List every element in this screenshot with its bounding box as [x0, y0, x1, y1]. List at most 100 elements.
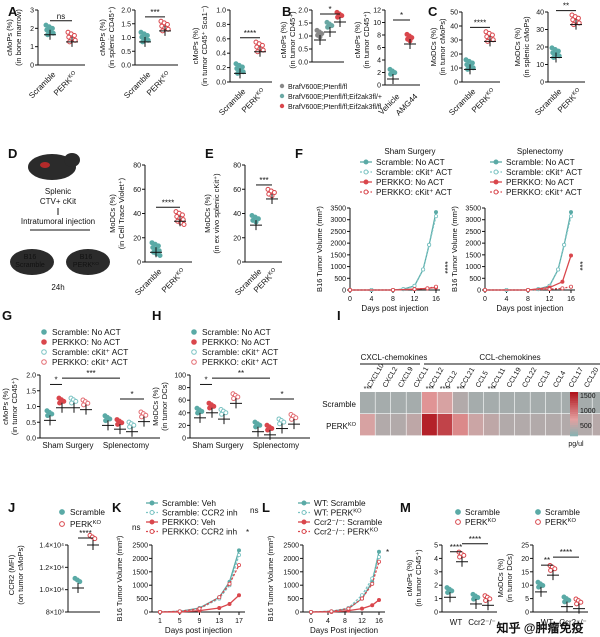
panel-k-series-line [159, 554, 240, 613]
panel-j-ytick-label: 1.2×10⁴ [39, 565, 64, 572]
panel-g-group-label: Sham Surgery [42, 441, 93, 450]
panel-a3-ytick-label: 0.6 [216, 36, 226, 43]
panel-i-colorbar-step [570, 416, 578, 419]
panel-j-ylabel: (on tumor cMoPs) [16, 545, 25, 605]
panel-g-group-4-point [107, 416, 113, 422]
panel-c2-perk-point [575, 15, 581, 21]
panel-l-xtick-label: 8 [343, 618, 347, 625]
panel-k-series-point [227, 601, 232, 606]
panel-f-right-ylabel: B16 Tumor Volume (mm³) [450, 206, 459, 292]
panel-l-series-point [376, 549, 381, 554]
panel-b2-ytick-label: 0 [377, 83, 381, 90]
panel-a3-sig-label: **** [244, 29, 256, 38]
panel-b1-sig-label: * [328, 5, 331, 14]
panel-i-colorbar-step [570, 409, 578, 413]
panel-i-heat-cell [499, 392, 515, 414]
panel-c2-scramble-point [555, 48, 561, 54]
panel-d-plot-sig-label: **** [162, 198, 174, 207]
panel-f-right-ytick-label: 3000 [465, 217, 481, 224]
panel-d-plot-ylabel: (in Cell Trace Violet⁺) [117, 177, 126, 249]
panel-a3-ytick-label: 0.2 [216, 65, 226, 72]
panel-f-left-ytick-label: 500 [334, 276, 346, 283]
panel-b1-g3-point [339, 13, 345, 19]
panel-b1-g2-point [329, 23, 335, 29]
panel-f-right-series-line [485, 211, 572, 291]
panel-b2-ytick-label: 10 [373, 20, 381, 27]
panel-g-group-1-point [57, 400, 63, 406]
panel-m2-group-label: WT [541, 618, 554, 627]
panel-e-plot-perk-point [271, 190, 277, 196]
panel-i-colorbar-step [570, 427, 578, 430]
panel-i-heat-cell [453, 392, 468, 414]
panel-j-legend-marker [59, 521, 65, 527]
panel-i-heat-cell [453, 414, 468, 436]
panel-a2-ytick-label: 0.5 [121, 49, 131, 56]
panel-i-sig-mark: *** [426, 386, 434, 393]
panel-k-series-point [236, 548, 241, 553]
panel-m2-group-2-point [566, 597, 572, 603]
panel-l-xtick-label: 12 [358, 618, 366, 625]
panel-f-left-series-point [412, 287, 417, 292]
panel-m2-group-0-point [540, 583, 546, 588]
panel-m2-group-1-point [548, 567, 554, 573]
panel-f-right-series-line [485, 216, 572, 291]
panel-f-right-ytick-label: 0 [477, 288, 481, 295]
panel-f-right-series-point [482, 287, 487, 292]
panel-m2-sig-label: **** [560, 548, 572, 557]
panel-m2-ytick-label: 0 [525, 610, 529, 617]
panel-f-right-series-point [526, 287, 531, 292]
panel-g-legend-marker [41, 359, 47, 365]
panel-g-group-7-point [139, 414, 145, 420]
panel-h-group-3-point [231, 396, 237, 402]
panel-a1-ytick-label: 0 [30, 63, 34, 70]
panel-f-left-legend-entry: PERKKO: No ACT [376, 177, 444, 187]
panel-m-p1-legend-entry: Scramble [465, 507, 500, 517]
panel-h-label: H [152, 308, 161, 323]
panel-m2-ylabel: (in tumor DCs) [505, 553, 514, 602]
panel-i-sig-mark: *** [488, 386, 496, 393]
panel-i-heat-cell [406, 414, 422, 436]
panel-a1-ylabel: cMoPs (%) [5, 19, 14, 56]
panel-f-label: F [295, 146, 303, 161]
panel-j-scramble-point [77, 579, 83, 585]
panel-c2-ylabel: MoDCs (%) [513, 27, 522, 66]
panel-d-label: D [8, 146, 17, 161]
panel-k-sig-label: ns [132, 523, 140, 532]
panel-i-heat-cell [437, 392, 453, 414]
panel-f-left-ytick-label: 2500 [330, 229, 346, 236]
panel-i-colorbar-step [570, 425, 578, 428]
panel-k-sig-label: ns [250, 506, 258, 515]
panel-g-group-5-point [119, 420, 125, 426]
panel-b1-ytick-label: 0.5 [298, 47, 308, 54]
panel-k-series-point [157, 610, 162, 615]
panel-m1-group-3-point [487, 596, 493, 602]
panel-f-left-legend-entry: Scramble: No ACT [376, 157, 445, 167]
panel-i-heat-cell [360, 392, 375, 414]
panel-h-legend-entry: PERKKO: cKit⁺ ACT [202, 357, 278, 367]
panel-i-col-label: CCL4 [552, 370, 567, 389]
panel-l-xtick-label: 0 [309, 618, 313, 625]
panel-b2-ylabel: (in tumor CD45⁺) [362, 11, 371, 69]
panel-d-plot-perk-point [181, 221, 187, 227]
panel-f-right-xtick-label: 0 [483, 296, 487, 303]
panel-c1-ytick-label: 30 [450, 38, 458, 45]
panel-a1-ytick-label: 2 [30, 26, 34, 33]
panel-i-heat-cell [406, 392, 422, 414]
panel-k-legend-entry: PERKKO: CCR2 inh [162, 527, 238, 537]
panel-i-heat-cell [592, 392, 600, 414]
panel-f-right-series-point [560, 286, 565, 291]
panel-m2-ytick-label: 5 [525, 596, 529, 603]
panel-k-xtick-label: 13 [215, 618, 223, 625]
panel-h-group-4-point [253, 424, 259, 430]
panel-f-left-xlabel: Days post injection [361, 304, 428, 313]
panel-i-sig-mark: **** [440, 386, 451, 393]
panel-k-ytick-label: 1000 [132, 583, 148, 590]
panel-e-plot-ylabel: (in ex vivo splenic cKit⁺) [212, 173, 221, 254]
panel-l-ytick-label: 2500 [283, 543, 299, 550]
panel-g-legend-marker [41, 329, 47, 335]
panel-k-legend-marker [149, 529, 155, 534]
panel-h-group-6-point [277, 421, 283, 427]
panel-k-series-point [177, 609, 182, 614]
panel-d-plot-ytick-label: 80 [133, 163, 141, 170]
panel-i-colorbar-step [570, 420, 578, 424]
